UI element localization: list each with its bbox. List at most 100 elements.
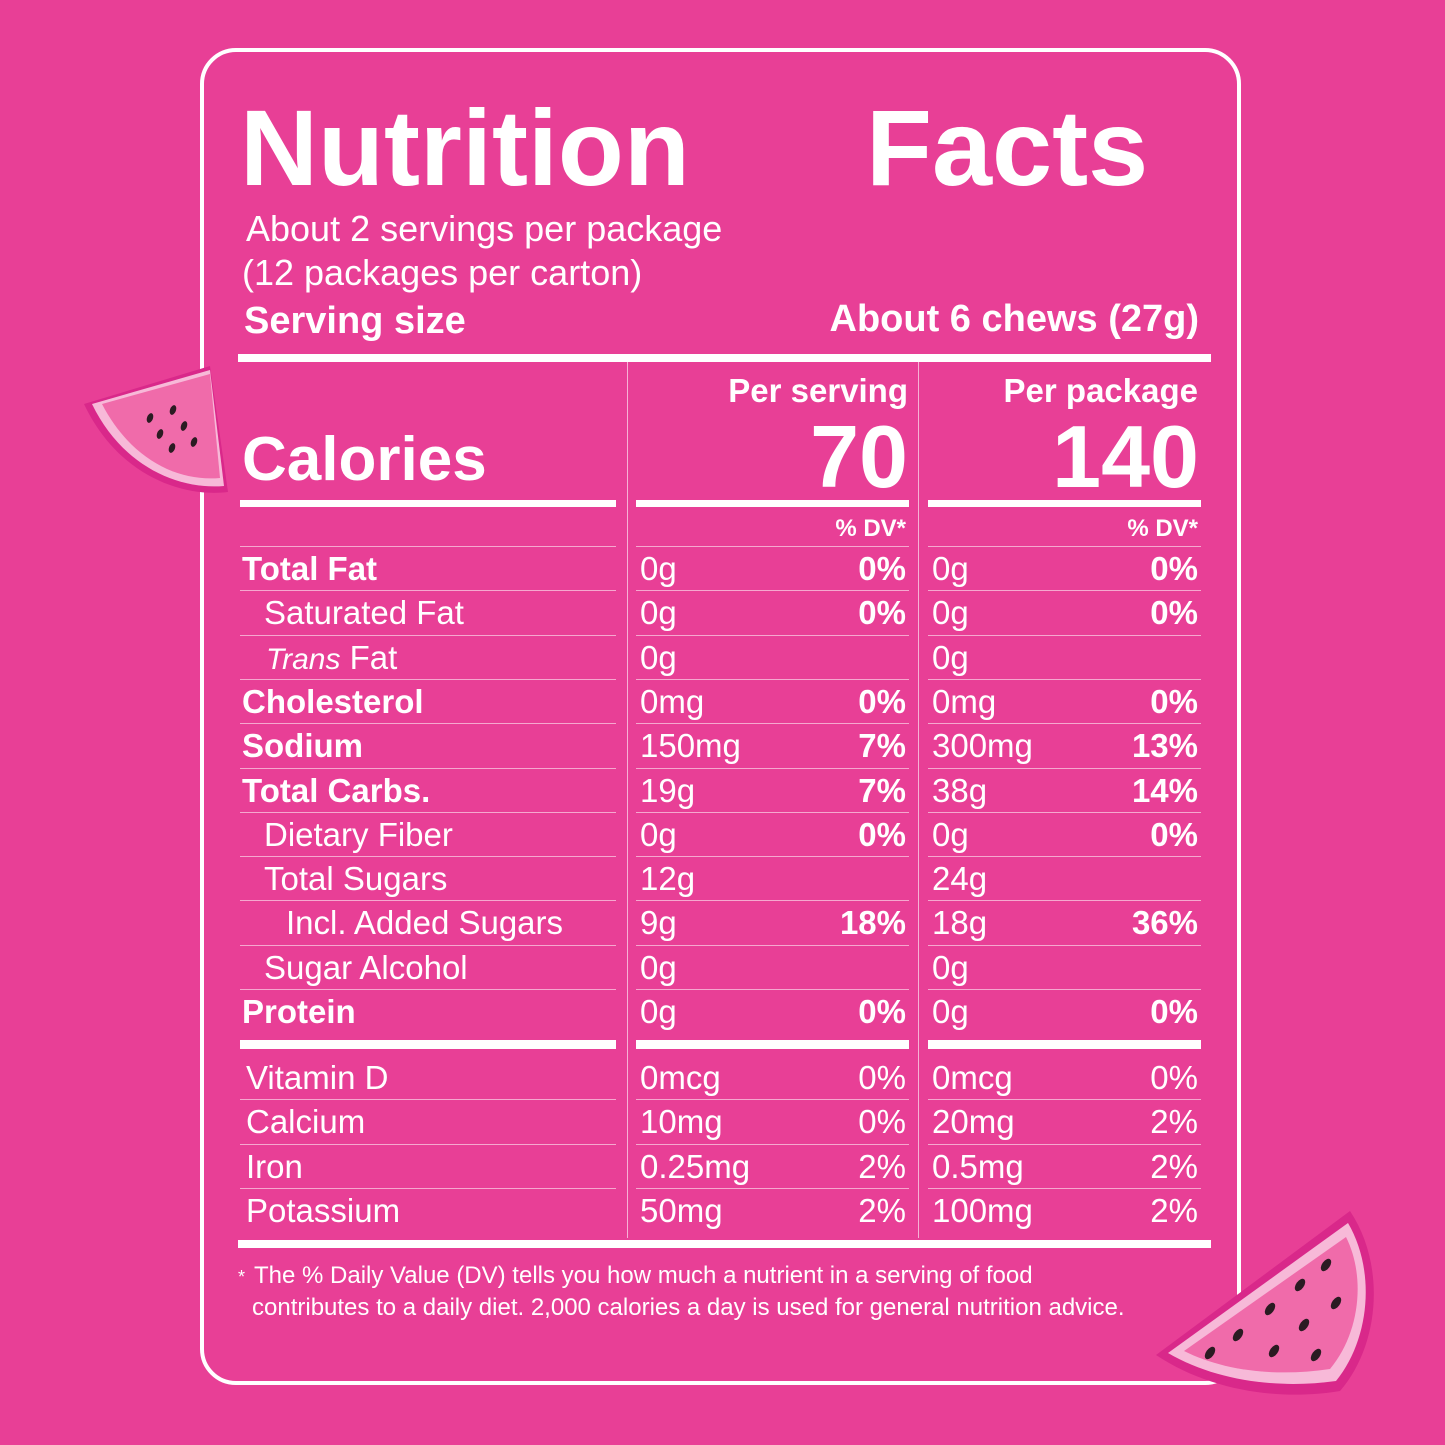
servings-per-package: About 2 servings per package [246,208,723,249]
row-separator [240,678,616,680]
row-separator [928,811,1201,813]
nutrient-label: Cholesterol [242,682,424,720]
serving-dv: 0% [858,815,906,853]
row-separator [928,634,1201,636]
nutrient-label: Protein [242,993,356,1030]
row-separator [928,900,1201,902]
package-amount: 0g [932,594,969,632]
package-dv: 36% [1131,904,1198,942]
column-divider-1 [627,362,628,1238]
table-row: Dietary Fiber 0g 0% 0g 0% [0,813,1445,857]
package-dv: 0% [1150,1059,1198,1096]
nutrient-label: Total Carbs. [242,771,431,809]
package-amount: 100mg [932,1191,1033,1229]
table-row: Incl. Added Sugars 9g 18% 18g 36% [0,901,1445,945]
thick-rule-vitamins-label [240,1040,616,1049]
row-separator [928,723,1201,725]
row-separator [928,767,1201,769]
table-row: Iron 0.25mg 2% 0.5mg 2% [0,1145,1445,1189]
row-separator [928,1143,1201,1145]
package-amount: 0g [932,993,969,1030]
serving-size-value: About 6 chews (27g) [829,298,1200,340]
nutrient-label-italic: Trans [266,642,341,676]
row-separator [240,1187,616,1189]
serving-amount: 0g [640,993,677,1030]
footnote-line-2: contributes to a daily diet. 2,000 calor… [252,1294,1125,1321]
row-separator [636,1143,909,1145]
calories-rule-label [240,500,616,507]
nutrient-label: Sodium [242,727,363,765]
package-dv: 0% [1150,815,1198,853]
serving-amount: 0mcg [640,1059,721,1096]
thick-rule-vitamins-package [928,1040,1201,1049]
serving-amount: 0.25mg [640,1147,751,1185]
table-row: Sodium 150mg 7% 300mg 13% [0,724,1445,768]
row-separator [928,1099,1201,1101]
nutrient-label: Trans Fat [266,636,397,682]
per-package-header: Per package [1003,372,1198,409]
serving-dv: 0% [858,594,906,632]
row-separator [240,989,616,990]
serving-dv: 0% [858,682,906,720]
row-separator [636,856,909,858]
calories-per-package: 140 [1052,407,1199,506]
row-separator [240,944,616,946]
thick-rule-top [238,354,1211,362]
row-separator [636,1099,909,1101]
table-row: Sugar Alcohol 0g 0g [0,946,1445,990]
thick-rule-vitamins-serving [636,1040,909,1049]
row-separator [636,723,909,725]
footnote-line-1: The % Daily Value (DV) tells you how muc… [254,1262,1033,1289]
nutrient-label: Sugar Alcohol [264,948,468,986]
row-separator [928,590,1201,592]
row-separator [240,546,616,547]
nutrient-label-rest: Fat [340,638,398,676]
nutrient-label: Calcium [246,1103,366,1141]
serving-dv: 0% [858,1059,906,1096]
nutrient-label: Potassium [246,1191,401,1229]
serving-dv: 7% [858,771,906,809]
row-separator [636,678,909,680]
package-amount: 0g [932,550,969,587]
serving-amount: 0mg [640,682,705,720]
package-amount: 38g [932,771,988,809]
row-separator [636,634,909,636]
row-separator [240,767,616,769]
table-row: Total Fat 0g 0% 0g 0% [0,547,1445,591]
table-row: Saturated Fat 0g 0% 0g 0% [0,591,1445,635]
serving-amount: 0g [640,815,677,853]
row-separator [636,989,909,990]
package-amount: 0g [932,638,969,676]
serving-size-label: Serving size [244,300,466,342]
row-separator [636,1187,909,1189]
serving-amount: 0g [640,948,677,986]
serving-amount: 150mg [640,727,741,765]
package-dv: 13% [1131,727,1198,765]
title-facts: Facts [866,87,1149,208]
dv-header-package: % DV* [1127,515,1198,542]
watermelon-slice-icon [84,366,228,493]
package-amount: 24g [932,860,988,898]
row-separator [928,944,1201,946]
serving-amount: 10mg [640,1103,723,1141]
package-amount: 300mg [932,727,1033,765]
serving-dv: 0% [858,993,906,1030]
table-row: Protein 0g 0% 0g 0% [0,990,1445,1034]
watermelon-slice-icon [1156,1211,1374,1395]
nutrient-label: Incl. Added Sugars [286,904,564,942]
serving-amount: 19g [640,771,696,809]
serving-dv: 7% [858,727,906,765]
row-separator [636,767,909,769]
calories-rule-serving [636,500,909,507]
thick-rule-bottom [238,1240,1211,1248]
package-amount: 0g [932,815,969,853]
table-row: Total Sugars 12g 24g [0,857,1445,901]
row-separator [240,590,616,592]
serving-dv: 2% [858,1191,906,1229]
row-separator [928,1187,1201,1189]
table-row: Cholesterol 0mg 0% 0mg 0% [0,680,1445,724]
table-row: Calcium 10mg 0% 20mg 2% [0,1100,1445,1144]
row-separator [240,1099,616,1101]
package-dv: 2% [1150,1147,1198,1185]
title-nutrition: Nutrition [240,87,690,208]
